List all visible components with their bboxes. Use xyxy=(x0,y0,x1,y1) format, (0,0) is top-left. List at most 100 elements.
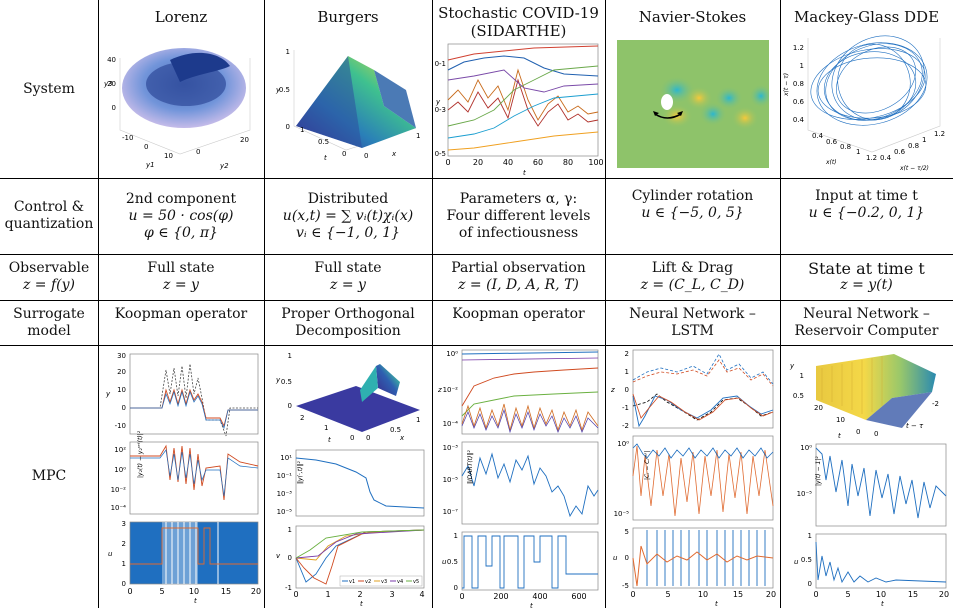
tick-label: 20 xyxy=(473,158,483,167)
column-title-mackey-glass: Mackey-Glass DDE xyxy=(793,8,940,26)
surrogate-text: Koopman operator xyxy=(114,306,248,322)
control-text: u = 50 · cos(φ) xyxy=(128,207,234,224)
axis-label: t xyxy=(530,602,533,608)
axis-label: x(t − τ/2) xyxy=(899,165,929,172)
control-covid: Parameters α, γ: Four different levels o… xyxy=(432,178,605,254)
axis-box xyxy=(119,58,251,155)
axis-label: y xyxy=(275,376,281,384)
tick-label: 0 xyxy=(196,148,200,156)
tick-label: 10-3 xyxy=(434,106,446,114)
legend-box xyxy=(339,575,423,587)
observable-covid: Partial observation z = (I, D, A, R, T) xyxy=(432,254,605,300)
covid-trajectories-plot: 10-1 10-3 10-5 y 0 20 40 60 80 100 t xyxy=(434,43,604,177)
control-signal xyxy=(130,527,258,565)
tick-label: 0 xyxy=(366,434,370,442)
row-divider xyxy=(0,345,953,346)
tick-label: 0.5 xyxy=(390,426,401,434)
tick-label: 15 xyxy=(221,587,231,596)
tick-label: 1 xyxy=(800,372,804,380)
axis-label: y xyxy=(275,86,281,94)
plot-frame xyxy=(815,533,947,589)
observable-text: Partial observation xyxy=(451,260,586,276)
surface-ripples xyxy=(821,356,883,414)
tick-label: 0.5 xyxy=(793,392,804,400)
tick-label: 0 xyxy=(286,123,290,131)
tick-label: 0.6 xyxy=(894,148,906,156)
col-divider xyxy=(780,0,781,608)
legend-entry: v2 xyxy=(365,579,371,585)
row-label-system: System xyxy=(0,0,98,178)
observable-text: Lift & Drag xyxy=(651,260,734,276)
axis-label: ‖y(·,t)‖² xyxy=(297,461,304,484)
tick-label: 10-5 xyxy=(434,150,446,158)
control-switches xyxy=(165,522,219,584)
row-divider xyxy=(0,254,953,255)
tick-label: 1.2 xyxy=(793,44,804,52)
tick-label: -2 xyxy=(622,422,629,430)
tick-label: 0.5 xyxy=(281,378,292,386)
tick-label: 10⁰ xyxy=(446,350,458,358)
attractor-hole xyxy=(860,70,892,98)
surrogate-text: LSTM xyxy=(671,322,714,339)
control-burgers: Distributed u(x,t) = ∑ vᵢ(t)χᵢ(x) vᵢ ∈ {… xyxy=(264,178,432,254)
observable-text: z = y xyxy=(163,277,199,293)
mackey-glass-attractor-plot: 1.2 1 0.8 0.6 0.4 x(t − τ) 0.4 0.6 0.8 1… xyxy=(783,35,945,172)
surface-ridge xyxy=(360,366,378,402)
row-label-text: quantization xyxy=(4,216,94,232)
tick-label: 0 xyxy=(293,590,298,599)
observable-mackey-glass: State at time t z = y(t) xyxy=(780,254,953,300)
surrogate-navier-stokes: Neural Network – LSTM xyxy=(605,300,780,345)
control-signal xyxy=(462,535,598,589)
surface-slope xyxy=(866,392,932,428)
tick-label: 15 xyxy=(733,590,743,599)
tick-label: 1.2 xyxy=(866,154,877,162)
tick-label: 3 xyxy=(389,590,394,599)
column-title-line: (SIDARTHE) xyxy=(470,22,567,40)
column-title-covid: Stochastic COVID-19 (SIDARTHE) xyxy=(432,4,605,40)
axis-label: t xyxy=(324,154,327,162)
error-line xyxy=(815,447,947,519)
cylinder xyxy=(661,94,673,110)
tick-label: 0 xyxy=(127,587,132,596)
control-text: 2nd component xyxy=(125,190,237,207)
tick-label: 1 xyxy=(416,416,420,424)
tick-label: 1 xyxy=(300,126,304,134)
tick-label: 3 xyxy=(122,520,126,528)
row-label-text: MPC xyxy=(31,468,67,484)
tick-label: 0 xyxy=(288,402,292,410)
tick-label: 0 xyxy=(144,143,148,151)
axis-label: v xyxy=(276,552,281,560)
observable-text: z = (I, D, A, R, T) xyxy=(458,277,579,293)
tick-label: 40 xyxy=(107,56,116,64)
tick-label: 10⁻⁵ xyxy=(797,490,813,498)
plot-frame xyxy=(461,441,599,525)
control-text: u ∈ {−0.2, 0, 1} xyxy=(808,205,925,221)
tick-label: 0 xyxy=(364,152,368,160)
row-label-text: model xyxy=(27,322,71,339)
legend-entry: v1 xyxy=(349,579,355,585)
drag-reference xyxy=(632,393,774,421)
series-line xyxy=(461,391,599,417)
tick-label: 0 xyxy=(874,430,878,438)
tick-label: 5 xyxy=(845,590,850,599)
axis-label: y2 xyxy=(219,162,229,170)
surrogate-covid: Koopman operator xyxy=(432,300,605,345)
axis-label: y xyxy=(789,362,795,370)
row-label-mpc: MPC xyxy=(0,345,98,608)
trajectory-line xyxy=(130,390,258,430)
tick-label: -1 xyxy=(622,404,629,412)
vortex xyxy=(715,86,743,110)
tick-label: -1 xyxy=(285,584,292,592)
norm-line xyxy=(295,457,425,509)
row-label-observable: Observable z = f(y) xyxy=(0,254,98,300)
tick-label: 1 xyxy=(856,148,860,156)
tick-label: 0.5 xyxy=(279,86,290,94)
tick-label: 20 xyxy=(766,590,776,599)
row-label-surrogate: Surrogate model xyxy=(0,300,98,345)
control-signal xyxy=(815,541,947,584)
tick-label: 40 xyxy=(503,158,513,167)
attractor-loops xyxy=(810,35,928,126)
axis-label: x(t − τ) xyxy=(783,73,790,97)
surface-ridge xyxy=(376,364,400,396)
tick-label: 1 xyxy=(288,352,292,360)
